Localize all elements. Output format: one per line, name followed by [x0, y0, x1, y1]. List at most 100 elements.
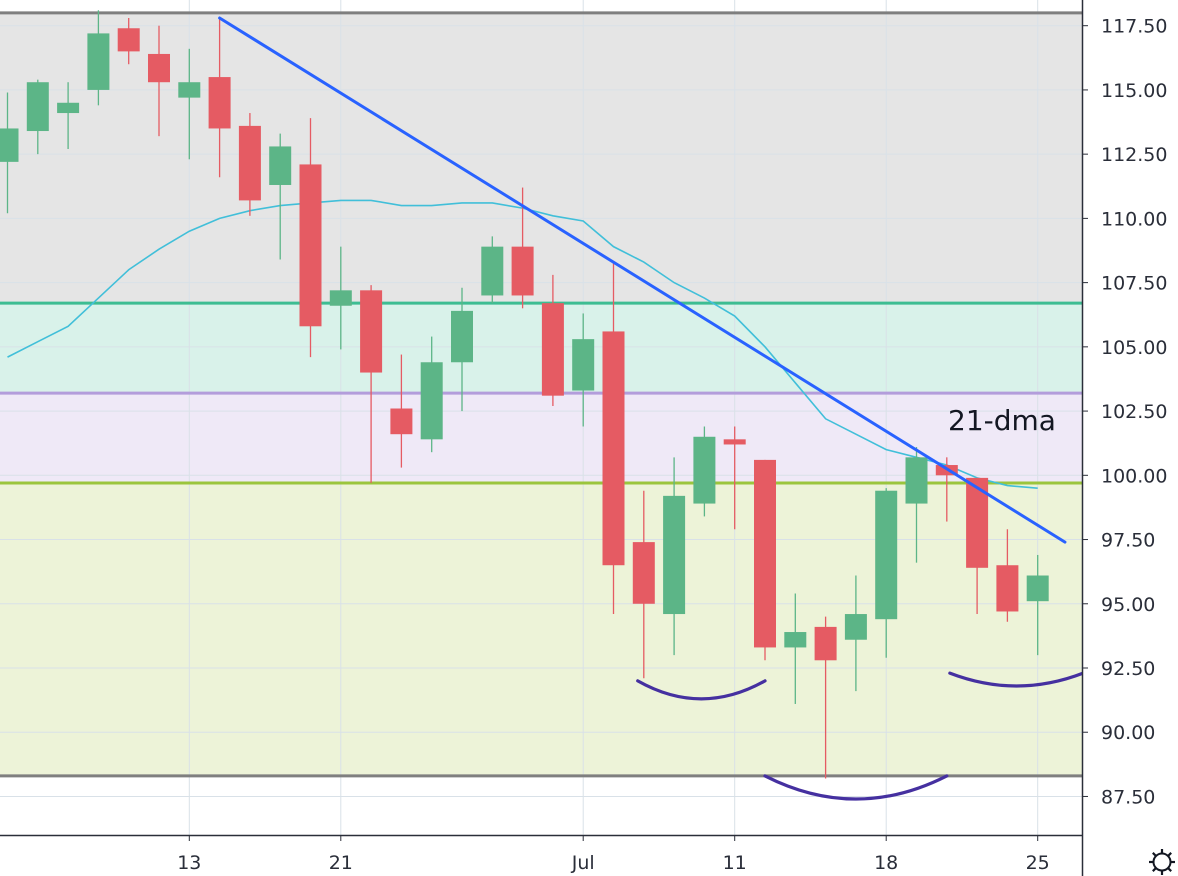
candle-body	[87, 33, 110, 90]
horizontal-levels	[0, 11, 1082, 778]
rounding-arc	[636, 679, 767, 701]
candle-body	[360, 290, 383, 373]
y-tick-label: 117.50	[1101, 16, 1167, 38]
candle-body	[299, 164, 322, 327]
rounding-arc	[763, 774, 949, 801]
candle	[329, 246, 352, 350]
x-tick-label: 13	[177, 852, 201, 874]
y-tick-label: 112.50	[1101, 144, 1167, 166]
y-tick-label: 92.50	[1101, 658, 1155, 680]
candle	[844, 575, 867, 692]
candle	[693, 426, 716, 517]
candle-body	[602, 331, 625, 566]
y-tick-label: 107.50	[1101, 273, 1167, 295]
candle-body	[663, 495, 686, 615]
y-tick-label: 97.50	[1101, 530, 1155, 552]
candle-body	[420, 362, 443, 440]
candle-body	[390, 408, 413, 435]
candle	[269, 133, 292, 260]
y-tick-label: 87.50	[1101, 786, 1155, 808]
candle	[26, 79, 49, 155]
x-tick-label: 21	[329, 852, 353, 874]
candle	[875, 488, 898, 658]
candle	[905, 447, 928, 563]
candles-layer	[0, 10, 1049, 779]
x-tick-label: Jul	[571, 852, 595, 874]
ma-annotation-label: 21-dma	[948, 404, 1056, 437]
candle	[360, 285, 383, 484]
candle-body	[148, 53, 170, 83]
support-resistance-zones	[0, 12, 1082, 776]
candle	[117, 17, 140, 65]
candle	[996, 529, 1019, 622]
candle	[511, 187, 534, 309]
candle	[238, 113, 261, 216]
zone-band	[0, 12, 1082, 304]
gear-icon[interactable]	[1149, 849, 1175, 875]
candle	[390, 354, 413, 468]
candle	[57, 82, 80, 150]
candle-body	[966, 477, 989, 568]
chart-grid	[0, 0, 1082, 835]
candle-body	[238, 125, 261, 201]
x-tick-label: 11	[723, 852, 747, 874]
candle	[663, 457, 686, 656]
candle-body	[905, 457, 928, 504]
candle-body	[269, 146, 292, 185]
candle-body	[481, 246, 504, 296]
candle	[208, 17, 231, 178]
candle	[148, 25, 170, 137]
candle-body	[693, 436, 716, 504]
candle	[451, 287, 473, 412]
candle-body	[814, 626, 837, 661]
candle	[87, 10, 110, 106]
y-tick-label: 115.00	[1101, 80, 1167, 102]
candle-body	[0, 128, 19, 162]
candle-body	[178, 82, 201, 98]
trendline	[218, 16, 1067, 544]
candle	[299, 118, 322, 358]
candle-body	[329, 290, 352, 306]
candle	[1026, 554, 1049, 656]
candle-body	[632, 542, 655, 604]
candle	[572, 313, 595, 427]
y-tick-label: 95.00	[1101, 594, 1155, 616]
x-tick-label: 25	[1026, 852, 1050, 874]
candle-body	[541, 303, 564, 396]
candle-body	[117, 28, 140, 52]
candle-body	[451, 310, 473, 363]
candle	[602, 262, 625, 615]
arcs-layer	[636, 671, 1085, 801]
candle-body	[208, 77, 231, 129]
y-tick-label: 102.50	[1101, 401, 1167, 423]
candle-body	[875, 490, 898, 620]
y-tick-label: 90.00	[1101, 722, 1155, 744]
zone-band	[0, 483, 1082, 776]
candle-body	[511, 246, 534, 296]
candle	[754, 459, 776, 661]
rounding-arc	[948, 671, 1085, 688]
y-tick-label: 110.00	[1101, 208, 1167, 230]
candle	[723, 426, 746, 530]
price-axis-panel	[1083, 0, 1178, 876]
candle	[178, 48, 201, 160]
candle	[814, 616, 837, 779]
time-axis-panel	[0, 836, 1178, 876]
candle	[481, 236, 504, 304]
candle-body	[723, 439, 746, 445]
candle-body	[754, 459, 776, 648]
x-tick-label: 18	[874, 852, 898, 874]
candle-body	[844, 614, 867, 640]
y-tick-label: 100.00	[1101, 465, 1167, 487]
zone-band	[0, 393, 1082, 484]
candle	[0, 92, 19, 214]
candle	[966, 477, 989, 615]
candle-body	[26, 82, 49, 132]
candle-body	[996, 565, 1019, 612]
candle-body	[57, 102, 80, 114]
zone-band	[0, 303, 1082, 394]
candle	[784, 593, 807, 704]
candle-body	[784, 632, 807, 648]
